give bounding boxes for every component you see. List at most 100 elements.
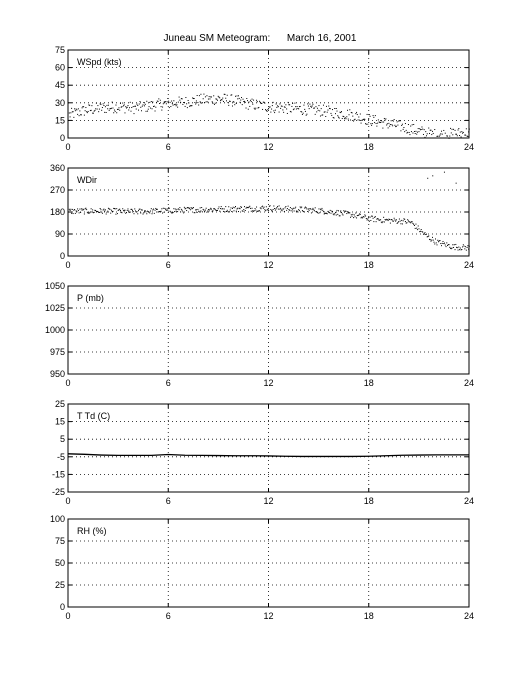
data-point: [86, 211, 88, 213]
data-point: [112, 107, 114, 109]
data-point: [261, 102, 263, 104]
data-point: [80, 211, 82, 213]
data-point: [331, 211, 333, 213]
data-point: [108, 109, 110, 111]
data-point: [194, 102, 196, 104]
data-point: [369, 115, 371, 117]
data-point: [305, 207, 307, 209]
data-point: [325, 212, 327, 214]
data-point: [269, 205, 271, 207]
data-point: [164, 207, 166, 209]
data-point: [359, 113, 361, 115]
data-point: [75, 210, 77, 212]
data-point: [171, 212, 173, 214]
data-point: [112, 210, 114, 212]
data-point: [177, 101, 179, 103]
data-point: [388, 218, 390, 220]
data-point: [143, 102, 145, 104]
data-point: [325, 115, 327, 117]
data-point: [416, 227, 418, 229]
data-point: [77, 210, 79, 212]
data-point: [160, 106, 162, 108]
data-point: [276, 106, 278, 108]
data-point: [284, 207, 286, 209]
data-point: [185, 97, 187, 99]
data-point: [147, 110, 149, 112]
data-point: [265, 206, 267, 208]
data-point: [69, 116, 71, 118]
data-point: [274, 209, 276, 211]
data-point: [224, 93, 226, 95]
data-point: [364, 118, 366, 120]
data-point: [227, 102, 229, 104]
data-point: [114, 110, 116, 112]
data-point: [155, 106, 157, 108]
data-point: [109, 108, 111, 110]
data-point: [266, 110, 268, 112]
data-point: [211, 101, 213, 103]
data-point: [193, 98, 195, 100]
data-point: [386, 218, 388, 220]
data-point: [414, 227, 416, 229]
data-point: [220, 206, 222, 208]
data-point: [253, 99, 255, 101]
data-point: [450, 127, 452, 129]
data-point: [297, 211, 299, 213]
data-point: [122, 105, 124, 107]
data-point: [316, 211, 318, 213]
data-point: [82, 208, 84, 210]
data-point: [149, 101, 151, 103]
data-point: [221, 99, 223, 101]
data-point: [277, 105, 279, 107]
data-point: [425, 135, 427, 137]
data-point: [279, 103, 281, 105]
data-point: [370, 219, 372, 221]
data-point: [181, 209, 183, 211]
data-point: [137, 213, 139, 215]
data-point: [366, 219, 368, 221]
data-point: [353, 119, 355, 121]
x-tick-label: 0: [65, 611, 70, 621]
data-point: [125, 106, 127, 108]
data-point: [172, 104, 174, 106]
data-point: [273, 110, 275, 112]
y-tick-label: 270: [50, 185, 65, 195]
data-point: [192, 97, 194, 99]
data-point: [198, 95, 200, 97]
x-tick-label: 12: [263, 611, 273, 621]
data-point: [328, 212, 330, 214]
data-point: [207, 209, 209, 211]
data-point: [255, 209, 257, 211]
data-point: [257, 107, 259, 109]
data-point: [130, 110, 132, 112]
data-point: [216, 98, 218, 100]
data-point: [110, 209, 112, 211]
data-point: [432, 132, 434, 134]
data-point: [298, 210, 300, 212]
data-point: [380, 221, 382, 223]
data-point: [90, 208, 92, 210]
data-point: [237, 207, 239, 209]
data-point: [440, 243, 442, 245]
data-point: [232, 206, 234, 208]
data-point: [223, 208, 225, 210]
data-point: [176, 208, 178, 210]
data-point: [119, 208, 121, 210]
data-point: [189, 105, 191, 107]
data-point: [338, 215, 340, 217]
data-point: [118, 209, 120, 211]
data-point: [352, 213, 354, 215]
data-point: [168, 207, 170, 209]
data-point: [86, 111, 88, 113]
data-point: [351, 112, 353, 114]
data-point: [350, 216, 352, 218]
data-point: [146, 213, 148, 215]
data-point: [158, 211, 160, 213]
y-tick-label: 180: [50, 207, 65, 217]
data-point: [274, 109, 276, 111]
data-point: [128, 210, 130, 212]
data-point: [95, 102, 97, 104]
data-point: [119, 109, 121, 111]
data-point: [184, 208, 186, 210]
data-point: [374, 216, 376, 218]
